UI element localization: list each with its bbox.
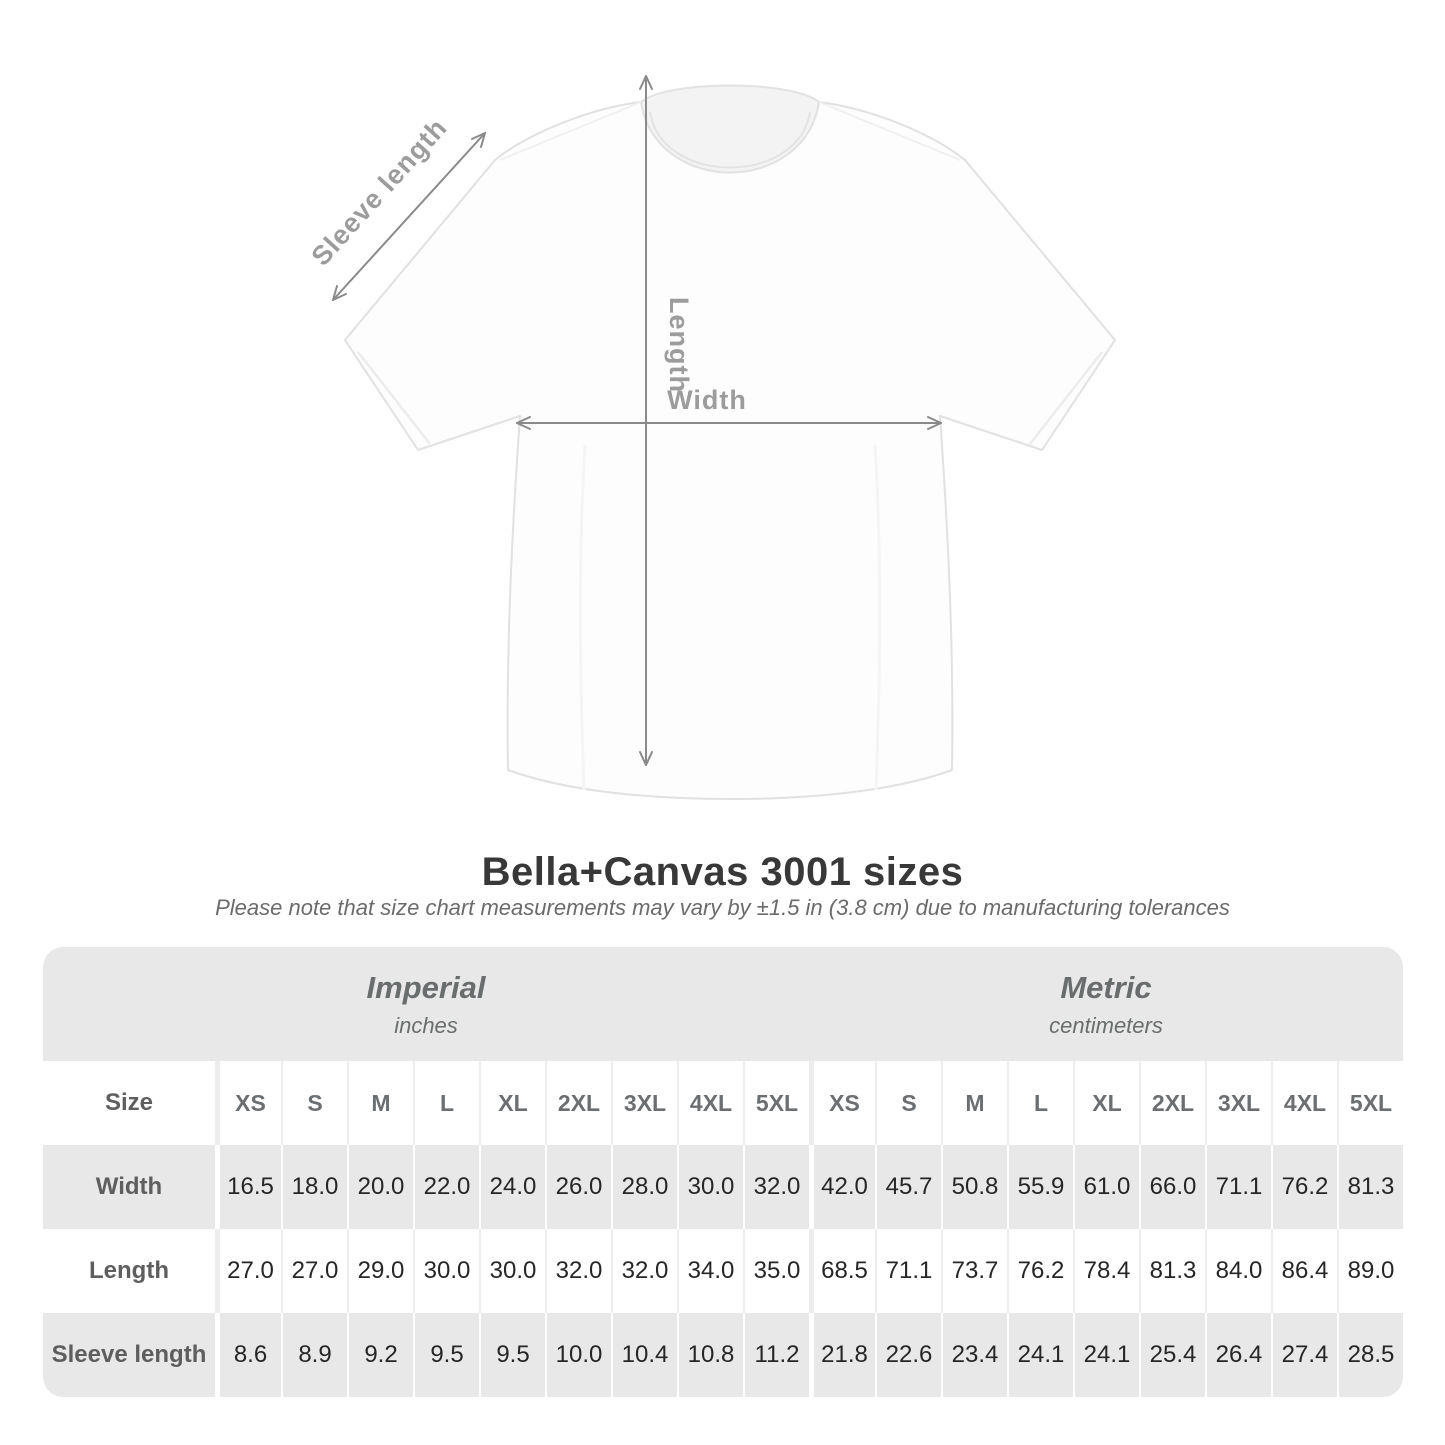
size-header-imperial-2xl: 2XL — [545, 1061, 611, 1145]
tshirt-diagram: Sleeve length Length Width — [306, 75, 1116, 800]
length-metric-cell: 78.4 — [1073, 1229, 1139, 1313]
sleeve-metric-cell: 26.4 — [1205, 1313, 1271, 1397]
sleeve-metric-cell: 28.5 — [1337, 1313, 1403, 1397]
sleeve-imperial-cell: 11.2 — [743, 1313, 809, 1397]
width-row-label: Width — [43, 1145, 215, 1229]
unit-system-header-band: Imperial inches Metric centimeters — [43, 947, 1403, 1061]
length-imperial-cell: 34.0 — [677, 1229, 743, 1313]
size-header-imperial-xs: XS — [215, 1061, 281, 1145]
size-header-imperial-xl: XL — [479, 1061, 545, 1145]
sleeve-imperial-cell: 10.4 — [611, 1313, 677, 1397]
width-imperial-cell: 28.0 — [611, 1145, 677, 1229]
size-header-metric-3xl: 3XL — [1205, 1061, 1271, 1145]
length-imperial-cell: 30.0 — [413, 1229, 479, 1313]
width-imperial-cell: 16.5 — [215, 1145, 281, 1229]
page-title: Bella+Canvas 3001 sizes — [481, 850, 964, 894]
sleeve-imperial-cell: 8.9 — [281, 1313, 347, 1397]
size-header-metric-xl: XL — [1073, 1061, 1139, 1145]
size-header-imperial-s: S — [281, 1061, 347, 1145]
width-imperial-cell: 24.0 — [479, 1145, 545, 1229]
sleeve-metric-cell: 22.6 — [875, 1313, 941, 1397]
size-header-metric-m: M — [941, 1061, 1007, 1145]
sleeve-length-row-label: Sleeve length — [43, 1313, 215, 1397]
size-header-metric-s: S — [875, 1061, 941, 1145]
metric-group-header: Metric centimeters — [809, 947, 1403, 1061]
sleeve-imperial-cell: 9.5 — [479, 1313, 545, 1397]
sleeve-imperial-cell: 10.8 — [677, 1313, 743, 1397]
width-arrow — [516, 416, 942, 430]
size-header-metric-4xl: 4XL — [1271, 1061, 1337, 1145]
sleeve-imperial-cell: 10.0 — [545, 1313, 611, 1397]
size-header-metric-2xl: 2XL — [1139, 1061, 1205, 1145]
size-header-metric-l: L — [1007, 1061, 1073, 1145]
width-metric-cell: 61.0 — [1073, 1145, 1139, 1229]
length-imperial-cell: 32.0 — [545, 1229, 611, 1313]
width-imperial-cell: 20.0 — [347, 1145, 413, 1229]
size-header-imperial-3xl: 3XL — [611, 1061, 677, 1145]
tolerance-note: Please note that size chart measurements… — [215, 895, 1230, 920]
length-metric-cell: 68.5 — [809, 1229, 875, 1313]
sleeve-metric-cell: 21.8 — [809, 1313, 875, 1397]
metric-group-label: Metric — [1060, 969, 1152, 1005]
length-metric-cell: 76.2 — [1007, 1229, 1073, 1313]
width-metric-cell: 42.0 — [809, 1145, 875, 1229]
width-metric-cell: 66.0 — [1139, 1145, 1205, 1229]
size-header-metric-5xl: 5XL — [1337, 1061, 1403, 1145]
size-chart-card: Imperial inches Metric centimeters Size … — [43, 947, 1403, 1397]
length-arrow — [639, 75, 653, 766]
sleeve-imperial-cell: 9.5 — [413, 1313, 479, 1397]
length-metric-cell: 71.1 — [875, 1229, 941, 1313]
metric-group-unit: centimeters — [1049, 1012, 1163, 1038]
length-imperial-cell: 27.0 — [281, 1229, 347, 1313]
imperial-group-label: Imperial — [366, 969, 486, 1005]
sleeve-metric-cell: 23.4 — [941, 1313, 1007, 1397]
imperial-group-header: Imperial inches — [43, 947, 809, 1061]
tshirt-illustration — [344, 84, 1116, 800]
length-imperial-cell: 30.0 — [479, 1229, 545, 1313]
width-metric-cell: 45.7 — [875, 1145, 941, 1229]
size-header-imperial-l: L — [413, 1061, 479, 1145]
length-metric-cell: 86.4 — [1271, 1229, 1337, 1313]
length-metric-cell: 84.0 — [1205, 1229, 1271, 1313]
width-metric-cell: 50.8 — [941, 1145, 1007, 1229]
sleeve-metric-cell: 27.4 — [1271, 1313, 1337, 1397]
width-imperial-cell: 22.0 — [413, 1145, 479, 1229]
size-header-metric-xs: XS — [809, 1061, 875, 1145]
width-metric-cell: 71.1 — [1205, 1145, 1271, 1229]
imperial-group-unit: inches — [394, 1012, 458, 1038]
width-imperial-cell: 30.0 — [677, 1145, 743, 1229]
width-metric-cell: 55.9 — [1007, 1145, 1073, 1229]
length-imperial-cell: 29.0 — [347, 1229, 413, 1313]
width-imperial-cell: 32.0 — [743, 1145, 809, 1229]
length-metric-cell: 89.0 — [1337, 1229, 1403, 1313]
width-imperial-cell: 18.0 — [281, 1145, 347, 1229]
length-imperial-cell: 32.0 — [611, 1229, 677, 1313]
length-row-label: Length — [89, 1257, 169, 1284]
sleeve-imperial-cell: 9.2 — [347, 1313, 413, 1397]
size-header-imperial-m: M — [347, 1061, 413, 1145]
length-metric-cell: 73.7 — [941, 1229, 1007, 1313]
width-diagram-label: Width — [667, 385, 747, 415]
table-corner-size-label: Size — [104, 1089, 154, 1116]
sleeve-metric-cell: 24.1 — [1073, 1313, 1139, 1397]
sleeve-metric-cell: 24.1 — [1007, 1313, 1073, 1397]
sleeve-metric-cell: 25.4 — [1139, 1313, 1205, 1397]
size-header-imperial-4xl: 4XL — [677, 1061, 743, 1145]
length-imperial-cell: 27.0 — [215, 1229, 281, 1313]
sleeve-imperial-cell: 8.6 — [215, 1313, 281, 1397]
width-metric-cell: 76.2 — [1271, 1145, 1337, 1229]
length-metric-cell: 81.3 — [1139, 1229, 1205, 1313]
width-imperial-cell: 26.0 — [545, 1145, 611, 1229]
sleeve-length-arrow — [332, 132, 486, 301]
size-header-imperial-5xl: 5XL — [743, 1061, 809, 1145]
length-diagram-label: Length — [664, 297, 694, 393]
length-imperial-cell: 35.0 — [743, 1229, 809, 1313]
width-metric-cell: 81.3 — [1337, 1145, 1403, 1229]
size-chart-table: Size XS S M L XL 2XL 3XL 4XL 5XL XS S M … — [43, 1061, 1403, 1397]
